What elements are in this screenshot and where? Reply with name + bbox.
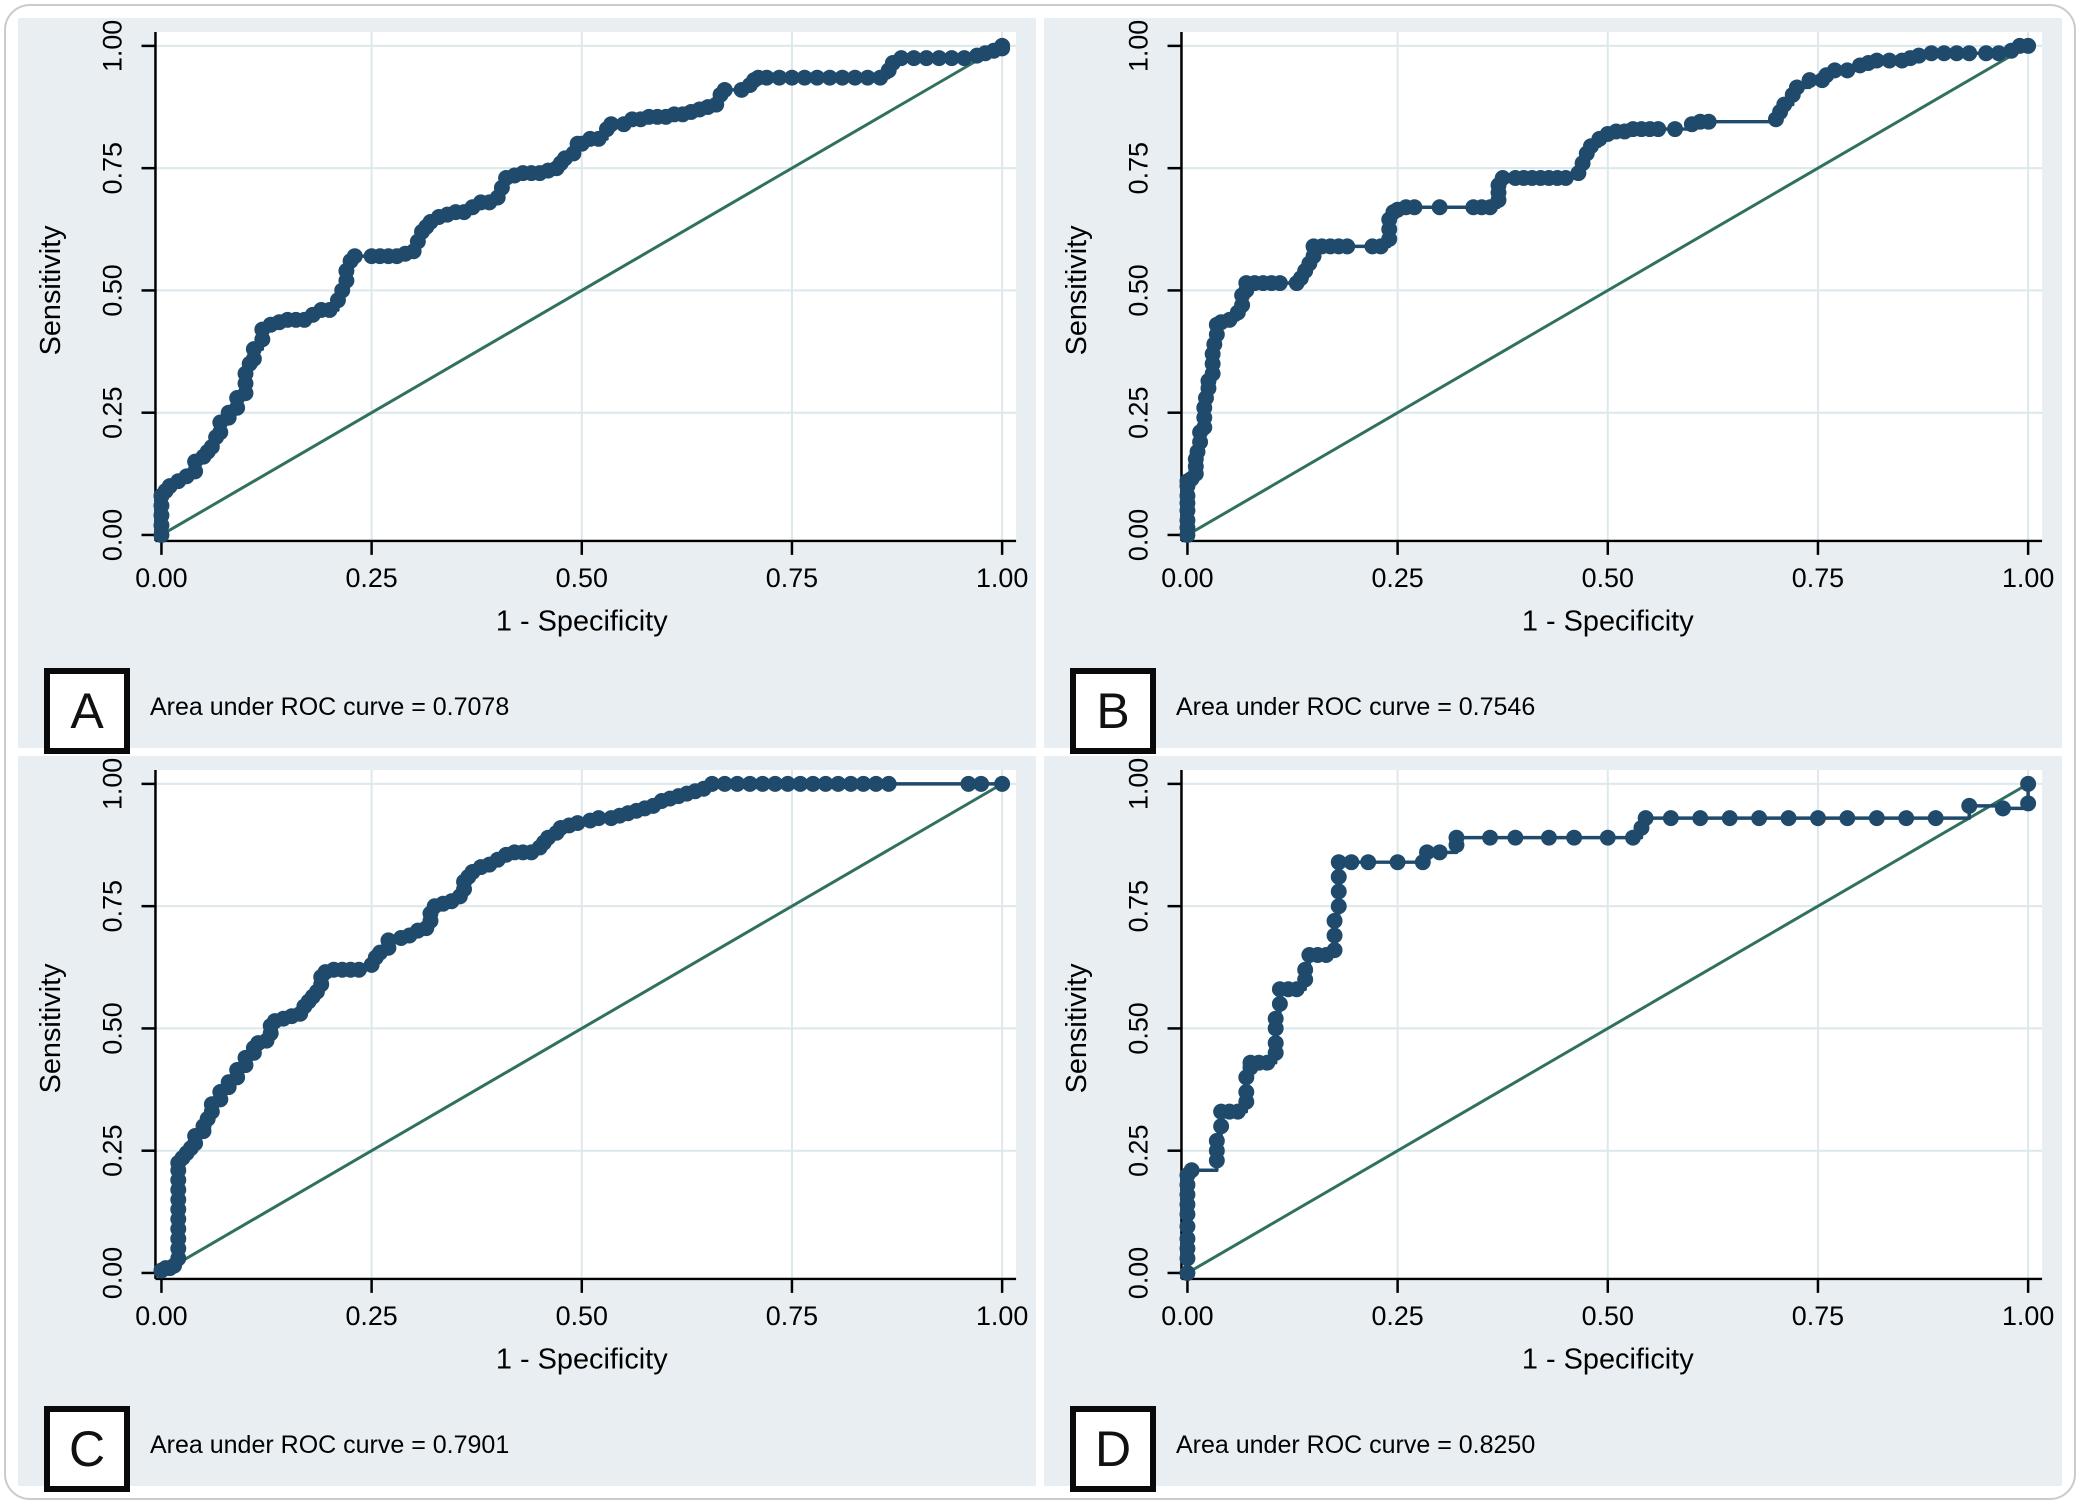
svg-text:0.00: 0.00 [1161, 563, 1213, 593]
svg-text:1.00: 1.00 [1124, 20, 1154, 72]
svg-text:0.00: 0.00 [1161, 1301, 1213, 1331]
panel-footer-a: A Area under ROC curve = 0.7078 [18, 658, 1036, 754]
svg-text:0.00: 0.00 [135, 563, 187, 593]
svg-text:0.00: 0.00 [98, 1247, 128, 1299]
roc-panel-c: 0.00 0.00 0.25 0.25 0.50 0.50 0.75 0.75 1.00 1.00… [18, 756, 1036, 1492]
figure-frame: 0.00 0.00 0.25 0.25 0.50 0.50 0.75 0.75 1.00 1.00… [4, 4, 2076, 1500]
svg-text:0.50: 0.50 [556, 1301, 608, 1331]
panel-footer-c: C Area under ROC curve = 0.7901 [18, 1396, 1036, 1492]
svg-text:0.00: 0.00 [98, 509, 128, 561]
svg-text:0.25: 0.25 [345, 1301, 397, 1331]
svg-text:0.25: 0.25 [98, 1125, 128, 1177]
svg-text:0.25: 0.25 [1124, 387, 1154, 439]
svg-text:Sensitivity: Sensitivity [35, 225, 67, 356]
svg-text:0.50: 0.50 [1124, 1002, 1154, 1054]
svg-text:0.75: 0.75 [1124, 880, 1154, 932]
panel-footer-b: B Area under ROC curve = 0.7546 [1044, 658, 2062, 754]
panel-letter: A [70, 683, 104, 739]
panel-footer-d: D Area under ROC curve = 0.8250 [1044, 1396, 2062, 1492]
svg-text:0.25: 0.25 [98, 387, 128, 439]
auc-caption: Area under ROC curve = 0.8250 [1176, 1431, 1536, 1459]
svg-text:0.75: 0.75 [98, 880, 128, 932]
svg-text:0.00: 0.00 [135, 1301, 187, 1331]
roc-panel-d: 0.00 0.00 0.25 0.25 0.50 0.50 0.75 0.75 1.00 1.00… [1044, 756, 2062, 1492]
svg-text:0.50: 0.50 [98, 264, 128, 316]
svg-text:Sensitivity: Sensitivity [1061, 963, 1093, 1094]
svg-text:1 - Specificity: 1 - Specificity [496, 606, 668, 638]
roc-chart-d: 0.000.00 0.25 0.25 0.50 0.50 0.75 0.75 1.00 1.00… [1061, 758, 2054, 1376]
svg-text:0.75: 0.75 [1124, 142, 1154, 194]
panel-letter: C [68, 1421, 106, 1477]
roc-chart-a: 0.000.00 0.25 0.25 0.50 0.50 0.75 0.75 1.00 1.00… [35, 20, 1028, 638]
roc-panel-a: 0.00 0.00 0.25 0.25 0.50 0.50 0.75 0.75 1.00 1.00… [18, 18, 1036, 754]
svg-text:1.00: 1.00 [2002, 1301, 2054, 1331]
panel-label-box: B [1070, 668, 1156, 754]
svg-text:1.00: 1.00 [98, 758, 128, 810]
panel-letter: D [1094, 1421, 1132, 1477]
roc-chart-b: 0.000.00 0.25 0.25 0.50 0.50 0.75 0.75 1.00 1.00… [1061, 20, 2054, 638]
svg-text:0.50: 0.50 [98, 1002, 128, 1054]
panel-label-box: A [44, 668, 130, 754]
auc-caption: Area under ROC curve = 0.7546 [1176, 693, 1536, 721]
svg-text:0.75: 0.75 [1792, 1301, 1844, 1331]
roc-chart-c: 0.000.00 0.25 0.25 0.50 0.50 0.75 0.75 1.00 1.00… [35, 758, 1028, 1376]
svg-text:1.00: 1.00 [976, 1301, 1028, 1331]
svg-text:0.75: 0.75 [98, 142, 128, 194]
panel-label-box: C [44, 1406, 130, 1492]
svg-text:0.00: 0.00 [1124, 1247, 1154, 1299]
svg-text:Sensitivity: Sensitivity [1061, 225, 1093, 356]
svg-text:0.75: 0.75 [766, 563, 818, 593]
svg-text:0.25: 0.25 [345, 563, 397, 593]
svg-text:1.00: 1.00 [1124, 758, 1154, 810]
panel-grid: 0.00 0.00 0.25 0.25 0.50 0.50 0.75 0.75 1.00 1.00… [18, 18, 2062, 1492]
roc-panel-b: 0.00 0.00 0.25 0.25 0.50 0.50 0.75 0.75 1.00 1.00… [1044, 18, 2062, 754]
svg-text:0.50: 0.50 [556, 563, 608, 593]
auc-caption: Area under ROC curve = 0.7901 [150, 1431, 510, 1459]
svg-text:0.25: 0.25 [1124, 1125, 1154, 1177]
svg-text:Sensitivity: Sensitivity [35, 963, 67, 1094]
auc-caption: Area under ROC curve = 0.7078 [150, 693, 510, 721]
svg-text:1 - Specificity: 1 - Specificity [1522, 1344, 1694, 1376]
panel-label-box: D [1070, 1406, 1156, 1492]
svg-text:0.50: 0.50 [1582, 1301, 1634, 1331]
svg-text:0.50: 0.50 [1582, 563, 1634, 593]
svg-text:0.25: 0.25 [1371, 563, 1423, 593]
svg-text:0.75: 0.75 [1792, 563, 1844, 593]
svg-text:0.50: 0.50 [1124, 264, 1154, 316]
panel-letter: B [1096, 683, 1130, 739]
svg-text:1.00: 1.00 [2002, 563, 2054, 593]
svg-text:0.00: 0.00 [1124, 509, 1154, 561]
svg-text:1 - Specificity: 1 - Specificity [1522, 606, 1694, 638]
svg-text:1 - Specificity: 1 - Specificity [496, 1344, 668, 1376]
svg-text:0.75: 0.75 [766, 1301, 818, 1331]
svg-text:1.00: 1.00 [976, 563, 1028, 593]
svg-text:1.00: 1.00 [98, 20, 128, 72]
svg-text:0.25: 0.25 [1371, 1301, 1423, 1331]
